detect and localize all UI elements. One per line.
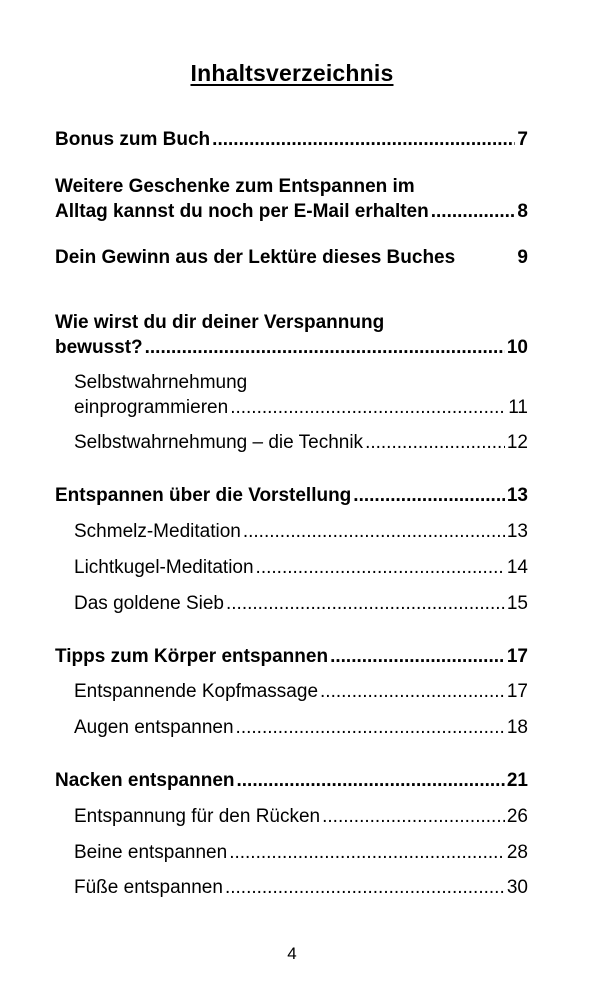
toc-entry-page: 7 xyxy=(517,129,528,150)
toc-dot-leader xyxy=(330,644,505,669)
toc-dot-leader xyxy=(212,127,515,152)
toc-entry-label: bewusst? xyxy=(55,337,143,358)
toc-entry-label: Bonus zum Buch xyxy=(55,129,211,150)
toc-subentry[interactable]: Füße entspannen 30 xyxy=(74,875,528,900)
toc-dot-leader xyxy=(229,840,505,865)
toc-subentry[interactable]: Entspannung für den Rücken 26 xyxy=(74,804,528,829)
toc-subentry[interactable]: Entspannende Kopfmassage 17 xyxy=(74,679,528,704)
toc-entry-page: 13 xyxy=(506,521,528,542)
toc-entry-label: Nacken entspannen xyxy=(55,770,235,791)
toc-entry-page: 8 xyxy=(517,201,528,222)
toc-entry-page: 14 xyxy=(506,557,528,578)
toc-entry-label: Dein Gewinn aus der Lektüre dieses Buche… xyxy=(55,247,456,268)
toc-entry-page: 30 xyxy=(506,877,528,898)
toc-entry-page: 28 xyxy=(506,842,528,863)
toc-subentry[interactable]: Selbstwahrnehmung einprogrammieren 11 xyxy=(74,370,528,420)
toc-entry-label: Füße entspannen xyxy=(74,877,223,898)
toc-entry-label: Lichtkugel-Meditation xyxy=(74,557,254,578)
toc-entry-label: Entspannung für den Rücken xyxy=(74,806,321,827)
toc-entry-page: 11 xyxy=(508,397,528,418)
toc-dot-leader xyxy=(226,591,505,616)
toc-subentry[interactable]: Lichtkugel-Meditation 14 xyxy=(74,555,528,580)
toc-dot-leader xyxy=(353,483,505,508)
toc-entry-page: 17 xyxy=(506,646,528,667)
toc-dot-leader xyxy=(237,768,505,793)
toc-entry-label: Tipps zum Körper entspannen xyxy=(55,646,329,667)
toc-entry-page: 21 xyxy=(506,770,528,791)
toc-entry-label: Augen entspannen xyxy=(74,717,234,738)
toc-entry[interactable]: Weitere Geschenke zum Entspannen im Allt… xyxy=(55,174,528,224)
toc-entry-label-line1: Selbstwahrnehmung xyxy=(74,372,248,393)
toc-entry[interactable]: Nacken entspannen 21 xyxy=(55,768,528,793)
toc-entry[interactable]: Tipps zum Körper entspannen 17 xyxy=(55,644,528,669)
toc-entry-page: 12 xyxy=(506,432,528,453)
toc-dot-leader xyxy=(236,715,505,740)
toc-entry-label-line1: Wie wirst du dir deiner Verspannung xyxy=(55,312,385,333)
toc-entry-label: Selbstwahrnehmung – die Technik xyxy=(74,432,364,453)
toc-entry-label: Beine entspannen xyxy=(74,842,228,863)
toc-dot-leader xyxy=(256,555,505,580)
toc-entry-label: Alltag kannst du noch per E-Mail erhalte… xyxy=(55,201,429,222)
toc-dot-leader xyxy=(145,335,505,360)
toc-entry[interactable]: Dein Gewinn aus der Lektüre dieses Buche… xyxy=(55,245,528,270)
page-number: 4 xyxy=(287,944,297,963)
toc-entry[interactable]: Bonus zum Buch 7 xyxy=(55,127,528,152)
toc-entry-page: 15 xyxy=(506,593,528,614)
toc-entry-page: 9 xyxy=(517,247,528,268)
toc-subentry[interactable]: Beine entspannen 28 xyxy=(74,840,528,865)
toc-subentry[interactable]: Schmelz-Meditation 13 xyxy=(74,519,528,544)
toc-subentry[interactable]: Das goldene Sieb 15 xyxy=(74,591,528,616)
toc-entry-label: Das goldene Sieb xyxy=(74,593,224,614)
toc-dot-leader xyxy=(225,875,505,900)
toc-subentry[interactable]: Augen entspannen 18 xyxy=(74,715,528,740)
toc-entry-page: 18 xyxy=(506,717,528,738)
toc-entry-label-line1: Weitere Geschenke zum Entspannen im xyxy=(55,176,415,197)
toc-entry-label: einprogrammieren xyxy=(74,397,229,418)
toc-dot-leader xyxy=(320,679,505,704)
toc-dot-leader xyxy=(365,430,505,455)
toc-entry-page: 26 xyxy=(506,806,528,827)
toc-dot-leader xyxy=(322,804,505,829)
toc-dot-leader xyxy=(431,199,516,224)
toc-entry-page: 10 xyxy=(506,337,528,358)
toc-entry-label: Schmelz-Meditation xyxy=(74,521,241,542)
toc-dot-leader xyxy=(230,395,506,420)
toc-entry-label: Entspannen über die Vorstellung xyxy=(55,485,352,506)
toc-subentry[interactable]: Selbstwahrnehmung – die Technik 12 xyxy=(74,430,528,455)
toc-entry-page: 13 xyxy=(506,485,528,506)
toc-entry-label: Entspannende Kopfmassage xyxy=(74,681,319,702)
toc-dot-leader xyxy=(243,519,505,544)
toc-entry[interactable]: Entspannen über die Vorstellung 13 xyxy=(55,483,528,508)
toc-entry[interactable]: Wie wirst du dir deiner Verspannung bewu… xyxy=(55,310,528,360)
toc-entry-page: 17 xyxy=(506,681,528,702)
page-title: Inhaltsverzeichnis xyxy=(190,60,394,86)
